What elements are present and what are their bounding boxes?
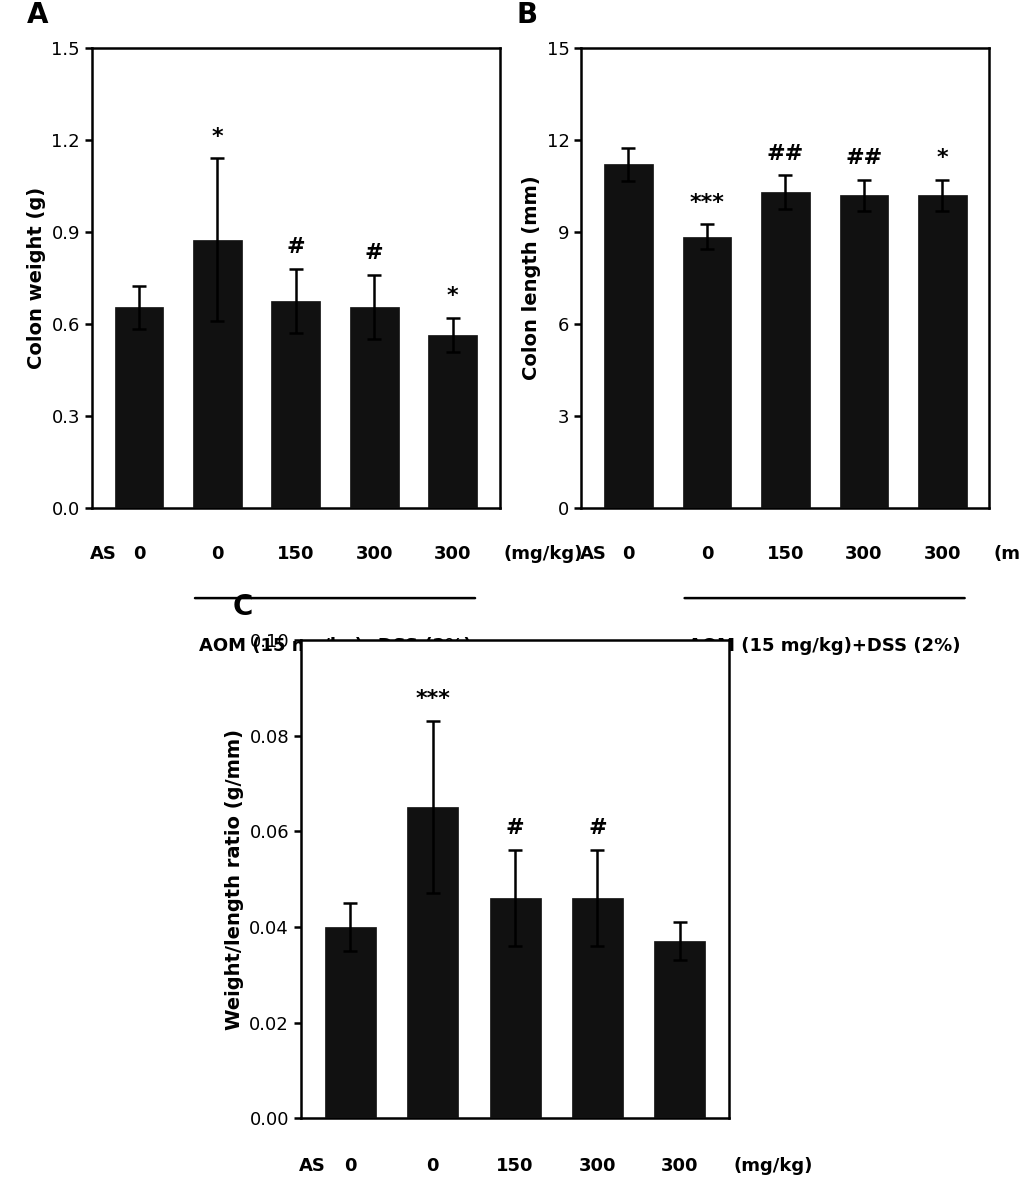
Text: 300: 300 [578, 1157, 615, 1176]
Text: 0: 0 [700, 545, 712, 563]
Text: 0: 0 [426, 1157, 438, 1176]
Text: (mg/kg): (mg/kg) [993, 545, 1019, 563]
Text: 300: 300 [660, 1157, 698, 1176]
Text: AS: AS [579, 545, 606, 563]
Text: AS: AS [299, 1157, 326, 1176]
Text: 0: 0 [343, 1157, 357, 1176]
Text: 300: 300 [922, 545, 960, 563]
Text: 300: 300 [433, 545, 471, 563]
Text: 0: 0 [622, 545, 634, 563]
Bar [350, 307, 398, 508]
Bar [324, 927, 376, 1118]
Text: ***: *** [415, 689, 449, 709]
Text: (mg/kg): (mg/kg) [733, 1157, 812, 1176]
Text: AOM (15 mg/kg)+DSS (2%): AOM (15 mg/kg)+DSS (2%) [688, 637, 960, 655]
Text: AOM (15 mg/kg)+DSS (2%): AOM (15 mg/kg)+DSS (2%) [199, 637, 471, 655]
Bar [428, 335, 477, 508]
Text: 150: 150 [496, 1157, 533, 1176]
Text: 300: 300 [356, 545, 392, 563]
Bar [193, 239, 242, 508]
Bar [839, 195, 888, 508]
Bar [760, 193, 809, 508]
Y-axis label: Colon length (mm): Colon length (mm) [522, 176, 541, 380]
Text: (mg/kg): (mg/kg) [503, 545, 583, 563]
Text: *: * [446, 287, 459, 306]
Text: *: * [211, 127, 223, 147]
Text: A: A [26, 1, 48, 30]
Text: #: # [286, 237, 305, 257]
Bar [682, 237, 731, 508]
Text: ##: ## [845, 148, 881, 169]
Text: 150: 150 [277, 545, 314, 563]
Text: #: # [588, 818, 606, 838]
Bar [407, 807, 458, 1118]
Text: 300: 300 [845, 545, 881, 563]
Bar [603, 165, 652, 508]
Text: 0: 0 [132, 545, 145, 563]
Bar [572, 898, 623, 1118]
Text: #: # [365, 244, 383, 263]
Y-axis label: Colon weight (g): Colon weight (g) [26, 187, 46, 370]
Text: #: # [505, 818, 524, 838]
Bar [114, 307, 163, 508]
Bar [271, 301, 320, 508]
Text: ***: *** [689, 193, 723, 213]
Y-axis label: Weight/length ratio (g/mm): Weight/length ratio (g/mm) [224, 728, 244, 1030]
Text: ##: ## [766, 144, 803, 164]
Text: *: * [935, 148, 948, 169]
Text: 150: 150 [766, 545, 803, 563]
Bar [654, 941, 705, 1118]
Bar [489, 898, 540, 1118]
Text: AS: AS [90, 545, 117, 563]
Text: B: B [516, 1, 537, 30]
Bar [917, 195, 966, 508]
Text: 0: 0 [211, 545, 223, 563]
Text: C: C [232, 593, 253, 621]
